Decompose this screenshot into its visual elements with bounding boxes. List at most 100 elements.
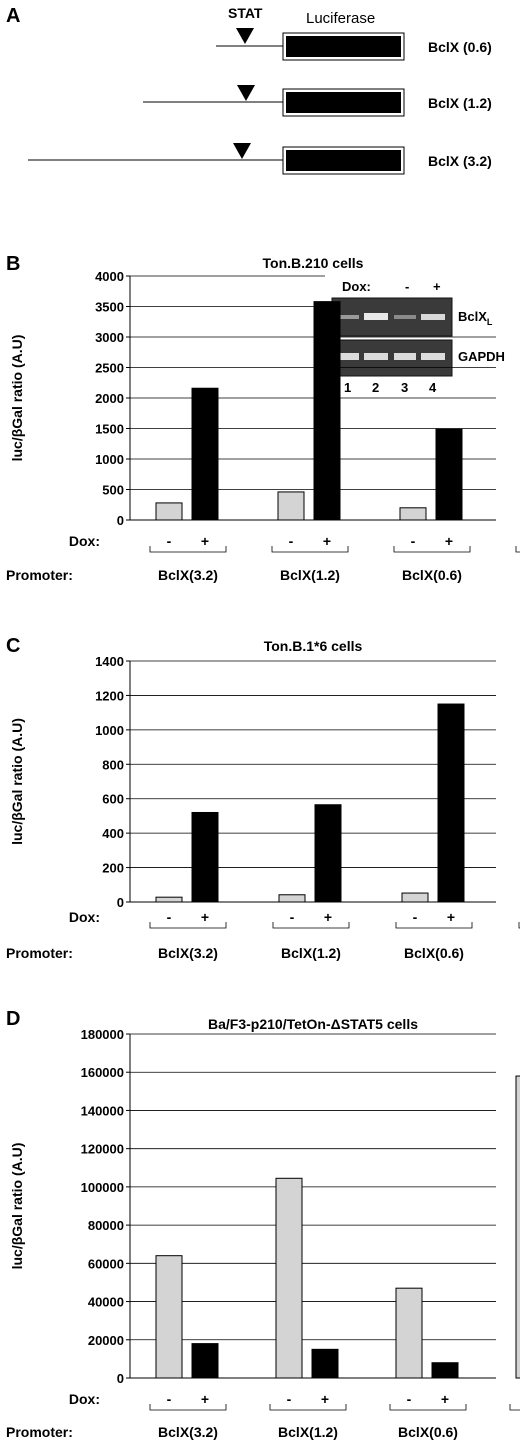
bar	[277, 491, 305, 521]
panel-a: A STAT Luciferase BclX (0.6) BclX (1.2) …	[6, 5, 492, 175]
promoter-label: BclX(3.2)	[158, 945, 218, 961]
bar	[435, 428, 463, 521]
chart-title: Ton.B.1*6 cells	[264, 638, 363, 654]
dox-sign: -	[413, 909, 418, 925]
y-tick-label: 180000	[81, 1027, 124, 1042]
group-bracket	[149, 1404, 227, 1411]
gel-band	[337, 353, 359, 360]
promoter-label: BclX(1.2)	[278, 1424, 338, 1440]
dox-sign: +	[201, 909, 209, 925]
y-tick-label: 1400	[95, 654, 124, 669]
gel-dox-minus: -	[405, 279, 409, 294]
y-axis-label: luc/βGal ratio (A.U)	[9, 335, 25, 462]
y-tick-label: 0	[117, 895, 124, 910]
promoter-axis-label: Promoter:	[6, 567, 73, 583]
y-tick-label: 0	[117, 513, 124, 528]
group-bracket	[149, 546, 227, 553]
bar	[437, 703, 465, 903]
promoter-label: BclX(0.6)	[398, 1424, 458, 1440]
dox-sign: +	[324, 909, 332, 925]
y-tick-label: 1200	[95, 688, 124, 703]
luciferase-box-fill	[286, 150, 401, 171]
stat-arrowhead-icon	[236, 28, 254, 44]
panel-c-chart: C Ton.B.1*6 cells luc/βGal ratio (A.U) 0 200…	[6, 635, 520, 961]
gel-dox-plus: +	[433, 279, 441, 294]
dox-sign: +	[321, 1391, 329, 1407]
dox-sign: +	[445, 533, 453, 549]
group-bracket	[269, 1404, 347, 1411]
luciferase-box-fill	[286, 36, 401, 57]
y-tick-label: 2000	[95, 391, 124, 406]
gel-band	[337, 315, 359, 319]
group-bracket	[395, 922, 473, 929]
gel-lane-number: 3	[401, 380, 408, 395]
promoter-label: BclX(3.2)	[158, 1424, 218, 1440]
gel-lane-number: 1	[344, 380, 351, 395]
dox-sign: +	[201, 1391, 209, 1407]
construct-label: BclX (1.2)	[428, 95, 492, 111]
bar	[313, 301, 341, 521]
y-tick-label: 120000	[81, 1142, 124, 1157]
gel-lane-number: 4	[429, 380, 437, 395]
luciferase-box-fill	[286, 92, 401, 113]
stat-arrowhead-icon	[237, 85, 255, 101]
dox-sign: +	[441, 1391, 449, 1407]
gel-band	[394, 315, 416, 319]
panel-b-chart: B Ton.B.210 cells luc/βGal ratio (A.U) 0 500…	[6, 253, 520, 583]
bar	[311, 1348, 339, 1379]
bar	[515, 1075, 520, 1379]
y-tick-label: 2500	[95, 361, 124, 376]
gel-dox-label: Dox:	[342, 279, 371, 294]
y-tick-label: 400	[102, 826, 124, 841]
dox-sign: +	[447, 909, 455, 925]
dox-sign: -	[289, 533, 294, 549]
bar	[399, 507, 427, 521]
group-bracket	[515, 546, 520, 553]
group-bracket	[389, 1404, 467, 1411]
group-bracket	[149, 922, 227, 929]
dox-label: Dox:	[69, 1391, 100, 1407]
gel-lane-number: 2	[372, 380, 379, 395]
y-tick-label: 80000	[88, 1218, 124, 1233]
bar	[155, 896, 183, 903]
y-tick-label: 200	[102, 861, 124, 876]
bar	[314, 804, 342, 903]
y-tick-label: 1500	[95, 422, 124, 437]
y-tick-label: 40000	[88, 1295, 124, 1310]
y-tick-label: 800	[102, 757, 124, 772]
promoter-label: BclX(1.2)	[281, 945, 341, 961]
panel-label: C	[6, 635, 20, 657]
y-tick-label: 4000	[95, 269, 124, 284]
gel-band	[364, 313, 388, 320]
panel-label: B	[6, 253, 20, 275]
luciferase-label: Luciferase	[306, 10, 375, 27]
panel-label: D	[6, 1008, 20, 1030]
y-axis-label: luc/βGal ratio (A.U)	[9, 1143, 25, 1270]
dox-label: Dox:	[69, 909, 100, 925]
group-bracket	[271, 546, 349, 553]
bar	[431, 1362, 459, 1379]
construct-label: BclX (3.2)	[428, 153, 492, 169]
dox-sign: +	[323, 533, 331, 549]
chart-title: Ton.B.210 cells	[263, 255, 364, 271]
bar	[155, 502, 183, 521]
bar	[401, 892, 429, 903]
dox-sign: -	[167, 533, 172, 549]
promoter-label: BclX(0.6)	[404, 945, 464, 961]
gel-band	[421, 353, 445, 360]
panel-b-gel-inset: Dox: - + BclXL GAPDH 1 2 3 4	[331, 279, 505, 395]
y-tick-label: 0	[117, 1371, 124, 1386]
group-bracket	[509, 1404, 520, 1411]
stat-arrowhead-icon	[233, 143, 251, 159]
y-tick-label: 600	[102, 792, 124, 807]
dox-sign: -	[167, 1391, 172, 1407]
y-tick-label: 60000	[88, 1256, 124, 1271]
bar	[191, 811, 219, 903]
y-tick-label: 140000	[81, 1103, 124, 1118]
construct-label: BclX (0.6)	[428, 39, 492, 55]
bar	[278, 894, 306, 903]
panel-d-chart: D Ba/F3-p210/TetOn-ΔSTAT5 cells luc/βGal r…	[6, 1008, 520, 1440]
promoter-label: BclX(0.6)	[402, 567, 462, 583]
gel-band	[421, 314, 445, 320]
